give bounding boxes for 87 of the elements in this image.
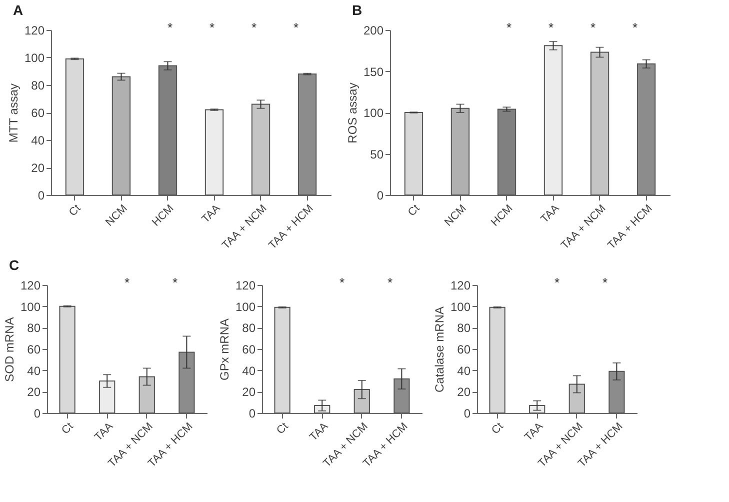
y-tick-label: 60 [27,342,41,356]
annotation: * [548,20,554,35]
y-axis-title: GPx mRNA [217,318,232,381]
bar [112,76,131,196]
y-tick-label: 150 [363,64,384,79]
annotation: * [251,20,257,35]
bar [608,370,625,414]
y-tick-label: 20 [27,385,41,400]
bar [590,52,610,196]
y-axis-title: ROS assay [345,82,360,144]
y-axis-title: MTT assay [6,83,20,143]
annotation: * [209,20,215,35]
y-tick-label: 80 [31,78,45,92]
annotation: * [632,20,638,35]
y-tick-label: 20 [242,385,256,400]
y-tick-label: 60 [457,342,471,356]
bar [298,74,317,196]
x-tick-label: TAA [522,420,546,444]
chart-title: C [9,257,20,273]
annotation: * [590,20,596,35]
bar [204,109,224,196]
annotation: * [602,275,608,290]
bar [99,380,116,414]
bar [489,306,506,414]
bar [178,352,195,414]
y-tick-label: 60 [242,342,256,356]
bar [544,45,563,196]
y-tick-label: 100 [235,300,256,314]
y-tick-label: 40 [242,364,256,378]
bar [59,306,76,414]
x-tick-label: Ct [60,420,76,437]
annotation: * [339,275,345,290]
y-tick-label: 0 [34,406,41,420]
x-tick-label: Ct [406,202,422,219]
x-tick-label: TAA [92,420,116,444]
y-axis-title: SOD mRNA [2,317,16,382]
bar [450,108,470,196]
y-tick-label: 200 [363,24,384,38]
y-tick-label: 80 [457,321,471,336]
y-tick-label: 120 [20,278,41,292]
bar [274,306,290,414]
y-tick-label: 0 [376,188,384,202]
y-tick-label: 100 [450,300,471,314]
y-tick-label: 50 [370,147,384,162]
y-tick-label: 20 [457,385,471,400]
bar [158,65,178,196]
y-tick-label: 0 [464,406,471,420]
annotation: * [506,20,512,35]
x-tick-label: Ct [490,420,506,437]
bar [251,104,270,196]
y-tick-label: 100 [363,106,384,120]
bar [636,63,656,196]
y-tick-label: 40 [31,134,45,148]
annotation: * [167,20,173,35]
x-tick-label: Ct [274,420,291,437]
bar [568,384,585,414]
y-tick-label: 40 [27,364,41,378]
annotation: * [293,20,299,35]
y-tick-label: 100 [24,51,45,65]
chart-title: A [13,2,24,18]
bar [354,389,370,414]
bar [65,58,84,196]
y-tick-label: 60 [31,106,45,120]
x-tick-label: TAA [200,202,224,226]
y-tick-label: 120 [24,24,45,38]
y-tick-label: 120 [235,278,256,292]
annotation: * [387,275,393,290]
y-tick-label: 20 [31,161,45,175]
y-tick-label: 100 [20,300,41,314]
x-tick-label: Ct [66,202,84,219]
y-axis-title: Catalase mRNA [432,306,446,393]
y-tick-label: 0 [38,188,45,202]
bar [497,108,516,196]
annotation: * [172,275,178,290]
bar [394,378,410,414]
annotation: * [554,275,560,290]
chart-title: B [352,2,362,18]
x-tick-label: TAA [538,202,562,226]
y-tick-label: 0 [248,406,256,420]
y-tick-label: 80 [27,321,41,336]
annotation: * [124,275,130,290]
y-tick-label: 120 [450,278,471,292]
y-tick-label: 80 [242,321,256,336]
y-tick-label: 40 [457,364,471,378]
bar [138,376,155,414]
x-tick-label: TAA [308,420,332,444]
bar [404,112,424,196]
